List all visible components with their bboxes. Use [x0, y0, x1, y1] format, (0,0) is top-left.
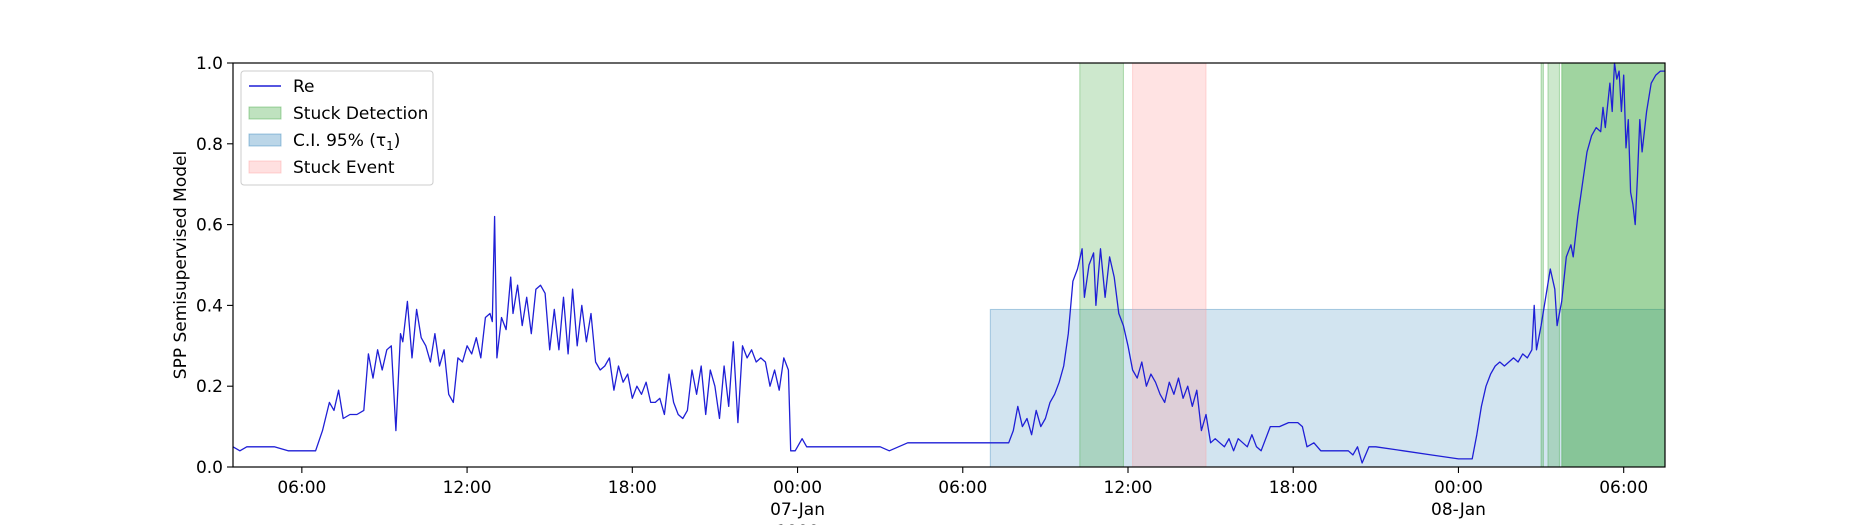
plot-frame	[232, 62, 1666, 468]
y-axis-label: SPP Semisupervised Model	[171, 151, 191, 379]
y-tick-label: 0.4	[196, 296, 223, 316]
legend-entry-label: Stuck Event	[293, 158, 395, 178]
legend-patch-swatch	[248, 133, 282, 147]
y-axis: 0.0 0.2 0.4 0.6 0.8 1.0	[196, 54, 233, 478]
legend-patch-swatch	[248, 106, 282, 120]
x-tick-label: 12:00	[443, 478, 492, 498]
y-tick-label: 1.0	[196, 54, 223, 74]
y-tick-label: 0.6	[196, 216, 223, 236]
series-layer	[232, 62, 1665, 464]
x-tick-label: 18:00	[1269, 478, 1318, 498]
x-tick-year-label: 1900	[776, 522, 819, 525]
x-tick-label: 18:00	[608, 478, 657, 498]
legend-entry-label: C.I. 95% (τ1)	[293, 131, 400, 153]
shaded-regions	[989, 62, 1666, 468]
region-detection	[1540, 62, 1544, 468]
legend: Re Stuck Detection C.I. 95% (τ1) Stuck Even…	[240, 70, 434, 186]
legend-entry-label: Stuck Detection	[293, 104, 428, 124]
region-event	[1132, 62, 1207, 468]
x-tick-label: 00:00	[773, 478, 822, 498]
x-axis: 06:0012:0018:0000:0007-Jan190006:0012:00…	[277, 467, 1648, 525]
x-tick-date-label: 07-Jan	[770, 500, 825, 520]
y-tick-label: 0.8	[196, 135, 223, 155]
region-ci	[989, 308, 1666, 468]
x-tick-label: 06:00	[277, 478, 326, 498]
region-detection	[1547, 62, 1560, 468]
legend-box	[240, 70, 434, 186]
y-tick-label: 0.0	[196, 458, 223, 478]
region-detection	[1561, 62, 1666, 468]
legend-entry-label: Re	[293, 77, 315, 97]
y-tick-label: 0.2	[196, 377, 223, 397]
x-tick-date-label: 08-Jan	[1431, 500, 1486, 520]
x-tick-label: 00:00	[1434, 478, 1483, 498]
legend-patch-swatch	[248, 160, 282, 174]
x-tick-label: 12:00	[1104, 478, 1153, 498]
x-tick-label: 06:00	[1599, 478, 1648, 498]
x-tick-label: 06:00	[938, 478, 987, 498]
series-line-re	[232, 62, 1665, 464]
